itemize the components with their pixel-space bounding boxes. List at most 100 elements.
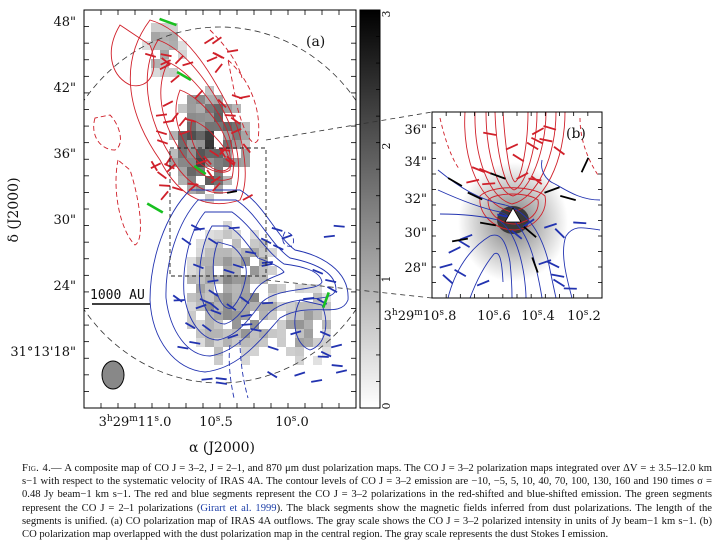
grayscale-pixel [196,284,205,293]
polarization-segment [227,49,239,53]
dec-tick-label: 36" [404,123,427,138]
grayscale-pixel [187,302,196,311]
grayscale-pixel [205,248,214,257]
grayscale-pixel [232,140,241,149]
polarization-segment [172,294,183,303]
polarization-segment [242,143,251,154]
polarization-segment [206,56,218,63]
grayscale-pixel [196,248,205,257]
polarization-segment [156,139,168,145]
polarization-segment [260,237,272,245]
polarization-segment [188,183,198,192]
polarization-segment [543,125,557,131]
colorbar-tick-label: 2 [380,143,393,150]
grayscale-pixel [250,266,259,275]
polarization-segment [319,330,331,337]
grayscale-pixel [205,293,214,302]
grayscale-pixel [205,131,214,140]
polarization-segment [159,63,171,71]
grayscale-pixel [214,149,223,158]
grayscale-pixel [178,41,187,50]
polarization-segment [311,379,323,383]
polarization-segment [211,36,222,45]
grayscale-pixel [187,257,196,266]
polarization-segment [512,153,525,163]
polarization-segment [523,226,537,238]
polarization-segment [294,371,306,377]
grayscale-pixel [205,104,214,113]
grayscale-pixel [178,158,187,167]
grayscale-pixel [187,311,196,320]
polarization-segment [448,246,461,254]
grayscale-pixel [205,95,214,104]
polarization-segment [522,218,535,228]
grayscale-pixel [214,239,223,248]
dec-tick-label: 48" [53,15,76,30]
grayscale-pixel [295,311,304,320]
grayscale-pixel [205,266,214,275]
polarization-segment [272,244,284,251]
grayscale-pixel [259,239,268,248]
grayscale-pixel [205,86,214,95]
grayscale-pixel [241,356,250,365]
grayscale-pixel [295,356,304,365]
grayscale-pixel [169,23,178,32]
grayscale-pixel [196,275,205,284]
polarization-segment [261,263,273,267]
polarization-segment [162,100,174,108]
grayscale-pixel [304,329,313,338]
grayscale-pixel [205,122,214,131]
polarization-segment [326,286,338,294]
polarization-segment [163,119,175,124]
grayscale-pixel [196,131,205,140]
grayscale-pixel [313,284,322,293]
polarization-segment [439,263,453,269]
ra-tick-label: 3h29m11s.0 [99,414,172,430]
panel-a-ticks [84,10,356,408]
grayscale-pixel [214,113,223,122]
polarization-segment [323,234,335,238]
grayscale-pixel [151,23,160,32]
grayscale-pixel [241,122,250,131]
panel-b: (b) 36" 34" 32" 30" 28" 3h29m10s.8 10s.6… [384,111,603,324]
grayscale-pixel [151,59,160,68]
grayscale-pixel [250,302,259,311]
polarization-segment [181,237,192,246]
polarization-segment [203,155,212,166]
grayscale-pixel [268,311,277,320]
grayscale-pixel [205,257,214,266]
grayscale-pixel [187,176,196,185]
grayscale-pixel [223,284,232,293]
polarization-segment [174,55,184,65]
panel-a-label: (a) [306,34,325,50]
caption-citation-link[interactable]: Girart et al. 1999 [200,502,277,514]
polarization-segment [189,341,201,345]
grayscale-pixel [277,302,286,311]
x-axis-label: α (J2000) [189,440,255,456]
grayscale-pixel [232,302,241,311]
grayscale-pixel [205,140,214,149]
grayscale-pixel [187,266,196,275]
grayscale-pixel [259,257,268,266]
grayscale-pixel [232,284,241,293]
ra-tick-label: 10s.5 [199,414,233,430]
polarization-segment [553,146,565,156]
grayscale-pixel [232,131,241,140]
polarization-segment [184,117,196,123]
grayscale-pixel [223,311,232,320]
ra-tick-labels-a: 3h29m11s.0 10s.5 10s.0 [99,414,309,430]
polarization-segment [290,330,302,336]
polarization-segment [547,260,560,269]
polarization-segment [225,158,236,167]
polarization-segment [195,303,207,310]
polarization-segment [226,190,238,194]
polarization-segment [176,70,192,82]
polarization-segment [317,355,329,358]
grayscale-pixel [304,302,313,311]
grayscale-pixel [286,320,295,329]
polarization-segment [538,259,552,266]
grayscale-pixel [295,284,304,293]
grayscale-pixel [223,176,232,185]
grayscale-pixel [142,41,151,50]
grayscale-pixel [214,320,223,329]
